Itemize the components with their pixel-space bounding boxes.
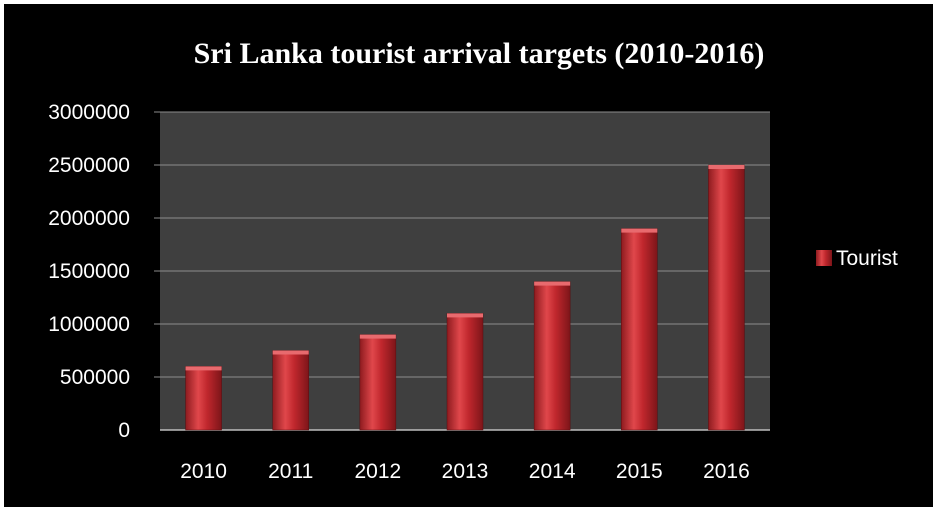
x-tick-label-2016: 2016	[703, 460, 750, 483]
bar-2013	[446, 313, 484, 431]
bar-2015	[621, 228, 658, 431]
x-tick-label-2011: 2011	[268, 460, 313, 483]
y-tick-label: 3000000	[48, 101, 130, 124]
y-tick-label: 2500000	[48, 154, 130, 177]
x-tick-label-2010: 2010	[180, 460, 227, 483]
x-tick-label-2014: 2014	[529, 460, 576, 483]
chart-title: Sri Lanka tourist arrival targets (2010-…	[194, 37, 765, 70]
chart-legend: Tourist	[816, 247, 898, 270]
y-tick-label: 500000	[60, 366, 130, 389]
chart-area: Sri Lanka tourist arrival targets (2010-…	[4, 4, 933, 507]
bar-top-highlight	[185, 366, 222, 371]
bar-top-highlight	[708, 165, 745, 169]
x-tick-label-2015: 2015	[616, 460, 663, 483]
bar-2011	[272, 350, 309, 431]
x-tick-label-2012: 2012	[354, 460, 401, 483]
legend-swatch	[816, 250, 832, 266]
y-tick-label: 0	[118, 419, 130, 442]
y-tick-label: 2000000	[48, 207, 130, 230]
bar-top-highlight	[272, 350, 309, 355]
bar-2016	[708, 164, 745, 431]
bar-2014	[533, 281, 571, 431]
y-tick-label: 1000000	[48, 313, 130, 336]
bar-2012	[359, 334, 397, 431]
bar-top-highlight	[359, 334, 396, 339]
bar-chart: Sri Lanka tourist arrival targets (2010-…	[48, 37, 898, 483]
bar-top-highlight	[447, 313, 483, 318]
x-tick-label-2013: 2013	[442, 460, 489, 483]
bar-top-highlight	[534, 281, 571, 286]
bar-2010	[185, 366, 222, 431]
legend-label-tourist: Tourist	[836, 247, 898, 270]
y-tick-label: 1500000	[48, 260, 130, 283]
bar-top-highlight	[621, 228, 658, 233]
